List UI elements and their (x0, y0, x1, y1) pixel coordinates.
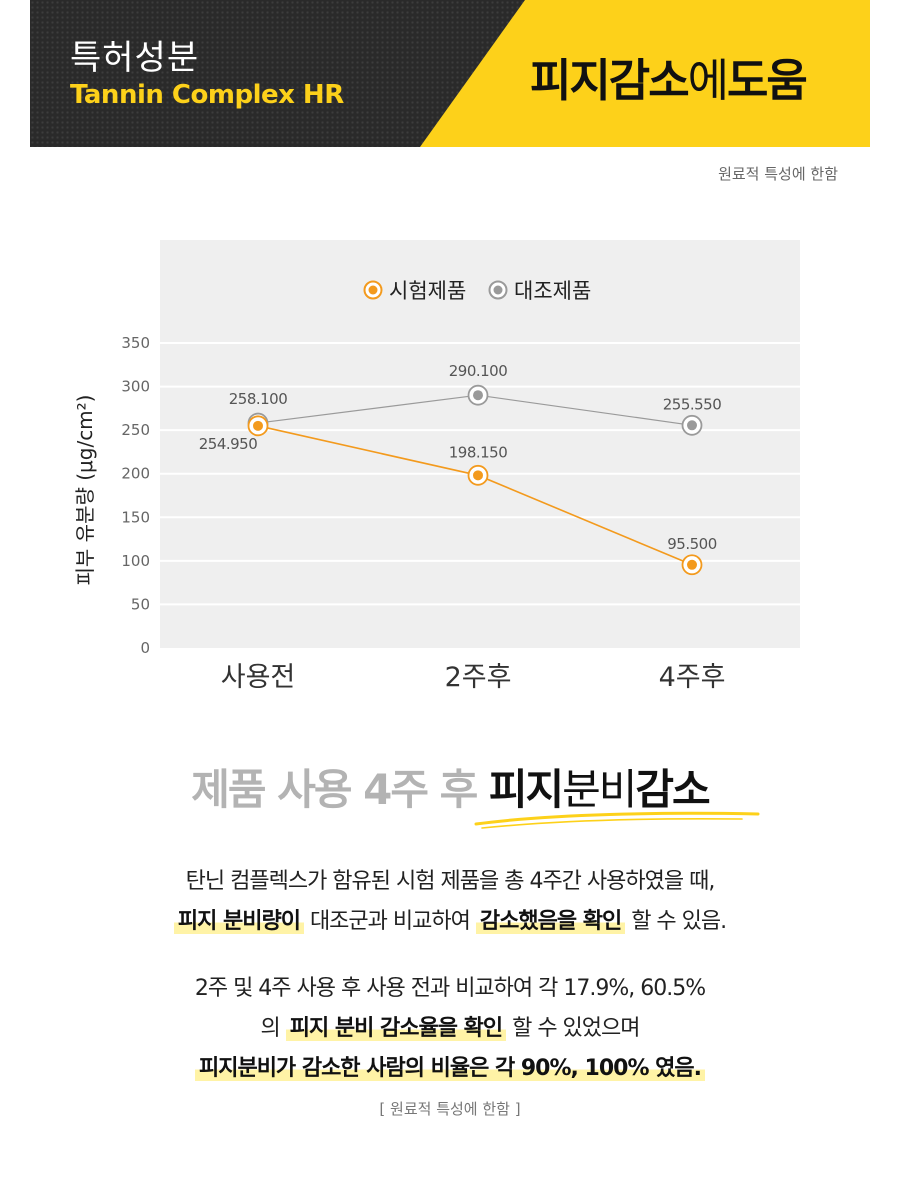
plot-background (160, 240, 800, 648)
x-tick-label: 2주후 (445, 662, 512, 693)
data-label: 258.100 (229, 390, 288, 408)
description-paragraph-1: 탄닌 컴플렉스가 함유된 시험 제품을 총 4주간 사용하였을 때, 피지 분비… (0, 862, 900, 942)
series-group: 258.100 290.100 255.550 254.950 198.150 95.50… (199, 362, 722, 576)
y-tick-label: 150 (121, 508, 150, 526)
y-tick-label: 250 (121, 421, 150, 439)
x-tick-label: 4주후 (659, 662, 726, 693)
data-point (687, 559, 697, 570)
top-banner: 특허성분 Tannin Complex HR 피지감소에도움 (30, 0, 870, 147)
p1-highlight-1: 피지 분비량이 (173, 909, 304, 934)
legend-marker-dot (368, 285, 378, 295)
y-axis-ticks: 0 50 100 150 200 250 300 350 (121, 334, 150, 657)
banner-kicker: 특허성분 (70, 38, 200, 78)
data-point (473, 390, 483, 401)
p2-pre-text: 의 (260, 1016, 286, 1041)
y-tick-label: 50 (131, 595, 150, 613)
headline-grey-text: 제품 사용 4주 후 (191, 765, 489, 814)
p1-line-1: 탄닌 컴플렉스가 함유된 시험 제품을 총 4주간 사용하였을 때, (185, 869, 716, 894)
legend-marker-dot (493, 285, 503, 295)
headline-bold-part: 피지감소 (530, 54, 690, 107)
p1-mid-text: 대조군과 비교하여 (303, 909, 476, 934)
y-axis-label: 피부 유분량 (μg/cm²) (73, 395, 97, 586)
legend: 시험제품 대조제품 (363, 279, 591, 303)
x-tick-label: 사용전 (221, 662, 296, 693)
p2-line-1: 2주 및 4주 사용 후 사용 전과 비교하여 각 17.9%, 60.5% (194, 976, 706, 1001)
data-point (687, 420, 697, 431)
legend-label: 시험제품 (389, 279, 466, 303)
y-tick-label: 100 (121, 552, 150, 570)
headline-bold-text: 피지 (488, 765, 564, 814)
banner-subtitle: Tannin Complex HR (70, 80, 344, 110)
ingredient-note-bottom: [ 원료적 특성에 한함 ] (379, 1100, 521, 1118)
result-headline: 제품 사용 4주 후 피지분비감소 (0, 762, 900, 818)
p2-line-3: 피지분비가 감소한 사람의 비율은 각 90%, 100% 였음. (0, 1049, 900, 1089)
p2-end-text: 할 수 있었으며 (506, 1016, 640, 1041)
p1-highlight-2: 감소했음을 확인 (475, 909, 626, 934)
data-label: 254.950 (199, 435, 258, 453)
p2-line-2: 의 피지 분비 감소율을 확인 할 수 있었으며 (0, 1009, 900, 1049)
headline-light-text: 분비 (562, 765, 637, 814)
y-tick-label: 0 (140, 639, 150, 657)
headline-light-part: 에 (687, 54, 729, 107)
data-point (253, 420, 263, 431)
description-paragraph-2: 2주 및 4주 사용 후 사용 전과 비교하여 각 17.9%, 60.5% 의… (0, 969, 900, 1089)
headline-bold-part-2: 도움 (727, 54, 808, 107)
y-tick-label: 300 (121, 378, 150, 396)
banner-headline: 피지감소에도움 (530, 44, 808, 109)
p1-end-text: 할 수 있음. (625, 909, 727, 934)
p1-line-2: 피지 분비량이 대조군과 비교하여 감소했음을 확인 할 수 있음. (0, 902, 900, 942)
legend-label: 대조제품 (514, 279, 591, 303)
p2-highlight-1: 피지 분비 감소율을 확인 (285, 1016, 507, 1041)
y-tick-label: 200 (121, 465, 150, 483)
x-axis-ticks: 사용전 2주후 4주후 (221, 662, 726, 693)
headline-bold-text-2: 감소 (635, 765, 710, 814)
ingredient-note-top: 원료적 특성에 한함 (718, 165, 838, 183)
underline-swoosh (474, 811, 760, 829)
p2-highlight-2: 피지분비가 감소한 사람의 비율은 각 90%, 100% 였음. (194, 1056, 706, 1081)
data-label: 290.100 (449, 362, 508, 380)
y-tick-label: 350 (121, 334, 150, 352)
sebum-line-chart: 0 50 100 150 200 250 300 350 사용전 2주후 4주후 피부 유분량 (… (73, 240, 800, 693)
data-point (473, 470, 483, 481)
data-label: 95.500 (667, 535, 717, 553)
data-label: 198.150 (449, 443, 508, 461)
data-label: 255.550 (663, 395, 722, 413)
